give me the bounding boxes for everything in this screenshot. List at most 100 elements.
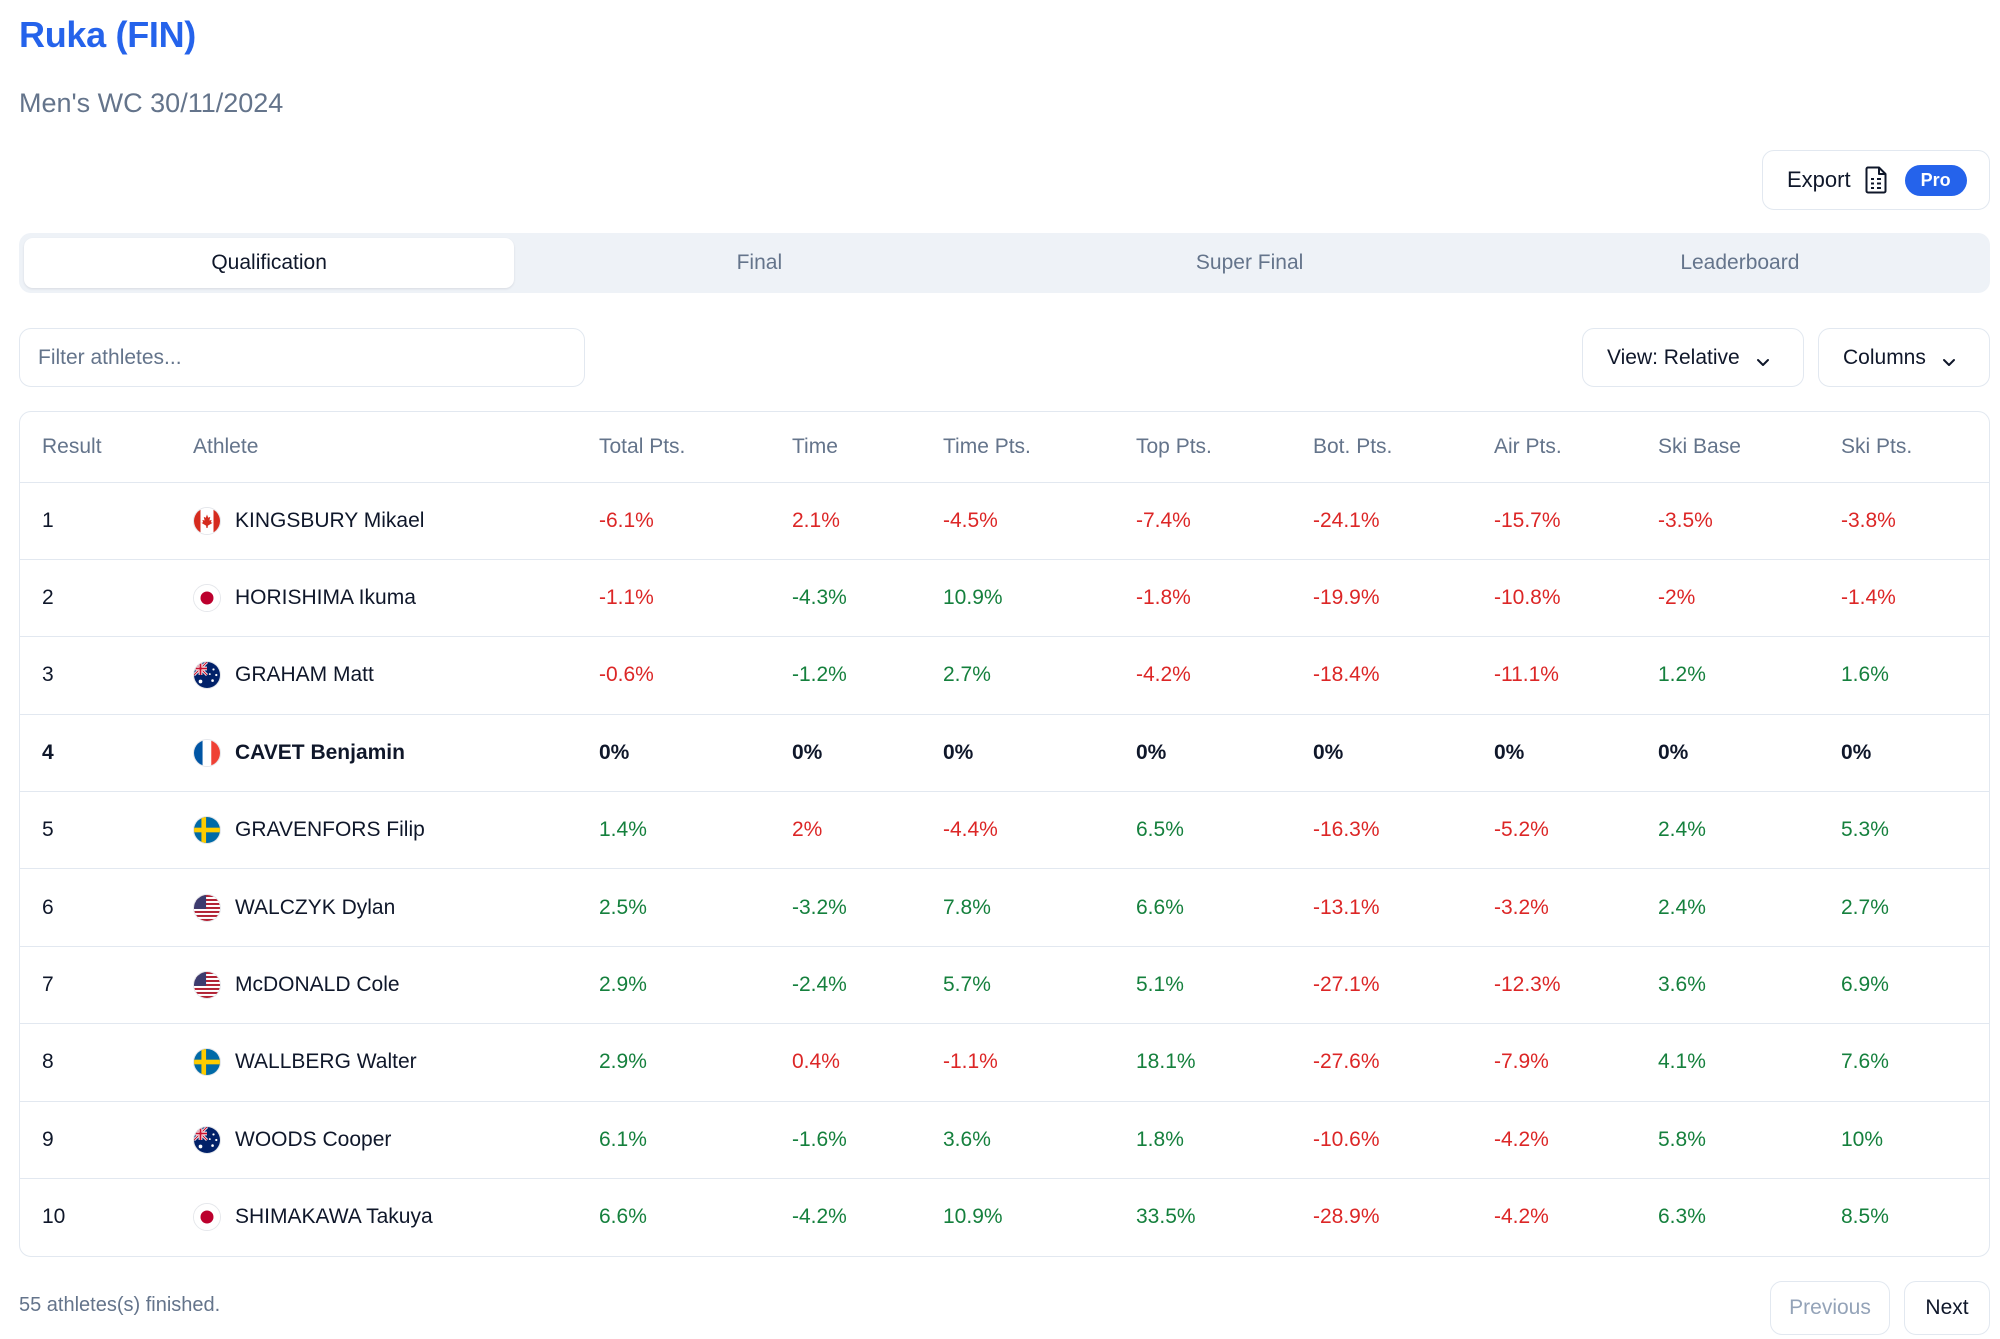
- metric-cell: -5.2%: [1472, 791, 1636, 870]
- france-flag-icon: [193, 738, 221, 767]
- column-header-result[interactable]: Result: [20, 412, 171, 483]
- metric-cell: 10.9%: [921, 559, 1114, 638]
- previous-page-button[interactable]: Previous: [1770, 1281, 1890, 1335]
- metric-cell: -1.6%: [770, 1101, 921, 1180]
- result-cell: 2: [20, 559, 171, 638]
- athlete-name: McDONALD Cole: [235, 973, 400, 997]
- metric-cell: -3.2%: [1472, 868, 1636, 947]
- metric-cell: -19.9%: [1291, 559, 1472, 638]
- column-header-time[interactable]: Time: [770, 412, 921, 483]
- metric-cell: 6.3%: [1658, 1205, 1706, 1229]
- athlete-cell: WALLBERG Walter: [171, 1023, 577, 1102]
- metric-cell: -27.6%: [1291, 1023, 1472, 1102]
- australia-flag-icon: [193, 1125, 221, 1154]
- table-row[interactable]: 3 GRAHAM Matt -0.6% -1.2% 2.7% -4.2% -18.4% -11…: [20, 636, 1989, 715]
- pro-badge: Pro: [1904, 164, 1967, 196]
- athlete-cell: WOODS Cooper: [171, 1101, 577, 1180]
- metric-cell: 0%: [1636, 714, 1819, 793]
- metric-cell: 7.8%: [921, 868, 1114, 947]
- next-page-button[interactable]: Next: [1904, 1281, 1990, 1335]
- result-cell: 3: [20, 636, 171, 715]
- athlete-cell: CAVET Benjamin: [171, 714, 577, 793]
- result-cell: 9: [20, 1101, 171, 1180]
- column-header-total-pts[interactable]: Total Pts.: [577, 412, 770, 483]
- metric-cell: 0%: [577, 714, 770, 793]
- metric-cell: 18.1%: [1114, 1023, 1291, 1102]
- view-select[interactable]: View: Relative: [1582, 328, 1804, 387]
- tab-qualification[interactable]: Qualification: [24, 238, 515, 288]
- table-row[interactable]: 7 McDONALD Cole 2.9% -2.4% 5.7% 5.1% -27.1% -12…: [20, 946, 1989, 1025]
- spreadsheet-document-icon: [1865, 166, 1887, 194]
- metric-cell: -2%: [1636, 559, 1819, 638]
- column-header-top-pts[interactable]: Top Pts.: [1114, 412, 1291, 483]
- japan-flag-icon: [193, 1203, 221, 1232]
- columns-select[interactable]: Columns: [1818, 328, 1990, 387]
- athlete-cell: McDONALD Cole: [171, 946, 577, 1025]
- metric-cell: 6.1%: [577, 1101, 770, 1180]
- table-row[interactable]: 6 WALCZYK Dylan 2.5% -3.2% 7.8% 6.6% -13.1% -3.…: [20, 868, 1989, 947]
- table-row[interactable]: 5 GRAVENFORS Filip 1.4% 2% -4.4% 6.5% -16.3% -5…: [20, 791, 1989, 870]
- sweden-flag-icon: [193, 1048, 221, 1077]
- sweden-flag-icon: [193, 816, 221, 845]
- metric-cell: 0%: [1291, 714, 1472, 793]
- column-header-ski-pts[interactable]: Ski Pts.: [1819, 412, 1989, 483]
- athlete-cell: HORISHIMA Ikuma: [171, 559, 577, 638]
- metric-cell: 5.7%: [921, 946, 1114, 1025]
- metric-cell: -4.2%: [792, 1205, 847, 1229]
- athlete-name: WALLBERG Walter: [235, 1050, 417, 1074]
- metric-cell: 2.7%: [1819, 868, 1989, 947]
- table-row[interactable]: 4 CAVET Benjamin 0% 0% 0% 0% 0% 0% 0% 0%: [20, 714, 1989, 793]
- metric-cell: 1.4%: [577, 791, 770, 870]
- table-row[interactable]: 8 WALLBERG Walter 2.9% 0.4% -1.1% 18.1% -27.6%…: [20, 1023, 1989, 1102]
- metric-cell: -4.2%: [1114, 636, 1291, 715]
- filter-athletes-input[interactable]: [19, 328, 585, 387]
- metric-cell: -6.1%: [577, 482, 770, 560]
- metric-cell: 6.9%: [1819, 946, 1989, 1025]
- column-header-air-pts[interactable]: Air Pts.: [1472, 412, 1636, 483]
- japan-flag-icon: [193, 584, 221, 613]
- result-cell: 5: [20, 791, 171, 870]
- result-cell: 6: [20, 868, 171, 947]
- table-row[interactable]: 2 HORISHIMA Ikuma -1.1% -4.3% 10.9% -1.8% -19.…: [20, 559, 1989, 638]
- chevron-down-icon: [1756, 351, 1770, 366]
- metric-cell: 10.9%: [943, 1205, 1003, 1229]
- table-row[interactable]: 10 SHIMAKAWA Takuya 6.6% -4.2% 10.9% 33.5% -28…: [20, 1179, 1989, 1256]
- metric-cell: 2.4%: [1636, 791, 1819, 870]
- column-header-bot-pts[interactable]: Bot. Pts.: [1291, 412, 1472, 483]
- athlete-name: GRAVENFORS Filip: [235, 818, 425, 842]
- column-header-time-pts[interactable]: Time Pts.: [921, 412, 1114, 483]
- results-table: Result Athlete Total Pts. Time Time Pts.…: [19, 411, 1990, 1257]
- metric-cell: 2.7%: [921, 636, 1114, 715]
- result-cell: 1: [20, 482, 171, 560]
- tab-final[interactable]: Final: [736, 251, 783, 274]
- athlete-name: HORISHIMA Ikuma: [235, 586, 416, 610]
- metric-cell: -10.6%: [1291, 1101, 1472, 1180]
- page-title: Ruka (FIN): [19, 14, 197, 55]
- columns-select-label: Columns: [1843, 345, 1926, 369]
- metric-cell: 6.6%: [599, 1205, 647, 1229]
- usa-flag-icon: [193, 971, 221, 1000]
- metric-cell: -4.3%: [770, 559, 921, 638]
- metric-cell: 1.8%: [1114, 1101, 1291, 1180]
- column-header-ski-base[interactable]: Ski Base: [1636, 412, 1819, 483]
- athlete-name: WALCZYK Dylan: [235, 895, 396, 919]
- metric-cell: 10%: [1819, 1101, 1989, 1180]
- metric-cell: 6.6%: [1114, 868, 1291, 947]
- metric-cell: 0%: [770, 714, 921, 793]
- athlete-name: SHIMAKAWA Takuya: [235, 1205, 433, 1229]
- metric-cell: -27.1%: [1291, 946, 1472, 1025]
- metric-cell: -1.8%: [1114, 559, 1291, 638]
- column-header-athlete[interactable]: Athlete: [171, 412, 577, 483]
- table-row[interactable]: 9 WOODS Cooper 6.1% -1.6% 3.6% 1.8% -10.6% -4.2…: [20, 1101, 1989, 1180]
- athlete-cell: GRAVENFORS Filip: [171, 791, 577, 870]
- athlete-cell: GRAHAM Matt: [171, 636, 577, 715]
- metric-cell: -15.7%: [1472, 482, 1636, 560]
- metric-cell: 0%: [1819, 714, 1989, 793]
- metric-cell: -0.6%: [577, 636, 770, 715]
- tab-super-final[interactable]: Super Final: [1195, 251, 1304, 274]
- metric-cell: 3.6%: [1636, 946, 1819, 1025]
- metric-cell: 0.4%: [770, 1023, 921, 1102]
- export-button[interactable]: Export Pro: [1762, 150, 1990, 210]
- tab-leaderboard[interactable]: Leaderboard: [1680, 251, 1800, 274]
- table-row[interactable]: 1 KINGSBURY Mikael -6.1% 2.1% -4.5% -7.4% -24.…: [20, 482, 1989, 560]
